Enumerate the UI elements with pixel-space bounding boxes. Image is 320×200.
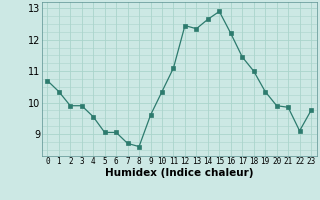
X-axis label: Humidex (Indice chaleur): Humidex (Indice chaleur)	[105, 168, 253, 178]
